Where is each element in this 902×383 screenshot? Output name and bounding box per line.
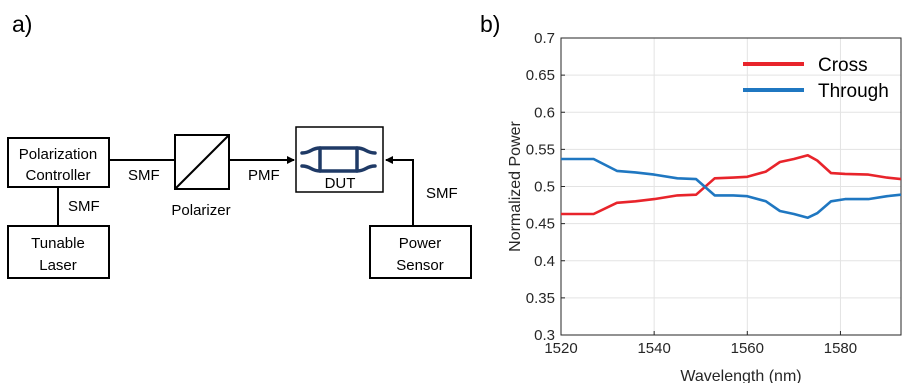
polarizer-dut-fiber-label: PMF: [248, 167, 280, 184]
ctrl-polarizer-fiber-label: SMF: [128, 167, 160, 184]
panel-a: a) Polarization Controller Tunable Laser…: [7, 11, 472, 279]
panel-b-label: b): [480, 11, 500, 37]
panel-a-label: a): [12, 11, 32, 37]
ctrl-laser-fiber-label: SMF: [68, 198, 100, 215]
x-tick-label: 1580: [824, 340, 857, 357]
laser-block: [7, 225, 110, 279]
y-tick-label: 0.3: [534, 327, 555, 344]
y-tick-label: 0.55: [526, 141, 555, 158]
y-tick-label: 0.5: [534, 179, 555, 196]
controller-block: [7, 137, 110, 188]
panel-b: b) 0.3 0.35 0.4 0.45 0.5 0.55 0.6 0.65 0.7 1520 15…: [480, 11, 902, 383]
x-tick-label: 1560: [731, 340, 764, 357]
sensor-dut-fiber-label: SMF: [426, 185, 458, 202]
y-tick-label: 0.35: [526, 290, 555, 307]
y-axis-label: Normalized Power: [507, 120, 524, 251]
y-tick-label: 0.45: [526, 216, 555, 233]
laser-label-line2: Laser: [39, 257, 77, 274]
legend-label-cross: Cross: [818, 55, 868, 76]
sensor-dut-fiber: [385, 156, 414, 226]
y-tick-label: 0.4: [534, 253, 555, 270]
controller-label-line2: Controller: [25, 167, 90, 184]
sensor-block: [369, 225, 472, 279]
series-line-through: [561, 157, 902, 219]
polarizer-diagonal: [174, 134, 230, 190]
x-tick-label: 1540: [637, 340, 670, 357]
dut-label: DUT: [325, 175, 356, 192]
y-tick-label: 0.65: [526, 67, 555, 84]
controller-label-line1: Polarization: [19, 146, 97, 163]
y-tick-label: 0.6: [534, 104, 555, 121]
y-tick-label: 0.7: [534, 30, 555, 47]
x-tick-label: 1520: [544, 340, 577, 357]
sensor-label-line1: Power: [399, 235, 442, 252]
coupler-icon: [300, 146, 377, 173]
laser-label-line1: Tunable: [31, 235, 85, 252]
sensor-label-line2: Sensor: [396, 257, 444, 274]
dut-block: [295, 126, 384, 193]
legend-label-through: Through: [818, 81, 889, 102]
chart: 0.3 0.35 0.4 0.45 0.5 0.55 0.6 0.65 0.7 1520 1540 1…: [507, 30, 902, 383]
polarizer-label: Polarizer: [171, 202, 230, 219]
x-axis-label: Wavelength (nm): [680, 368, 801, 383]
series-line-cross: [561, 154, 902, 216]
